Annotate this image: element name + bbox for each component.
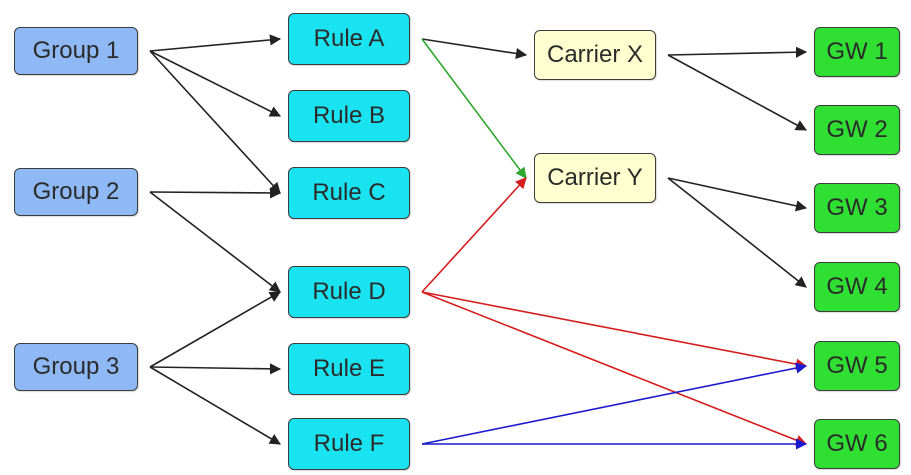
edge-carrierY-to-gw4 bbox=[667, 177, 807, 288]
edge-group2-to-ruleC bbox=[149, 187, 282, 199]
edge-group3-to-ruleF bbox=[149, 366, 281, 445]
node-gw-5[interactable]: GW 5 bbox=[814, 341, 900, 391]
edge-ruleA-to-carrierY bbox=[421, 38, 527, 179]
edge-group3-to-ruleD bbox=[149, 291, 281, 368]
node-rule-f[interactable]: Rule F bbox=[288, 418, 410, 470]
edge-group3-to-ruleE bbox=[149, 363, 282, 375]
edge-carrierY-to-gw3 bbox=[667, 177, 808, 212]
node-rule-e[interactable]: Rule E bbox=[288, 343, 410, 395]
node-group-1[interactable]: Group 1 bbox=[14, 27, 138, 75]
edge-group1-to-ruleA bbox=[149, 34, 282, 52]
node-gw-1[interactable]: GW 1 bbox=[814, 27, 900, 77]
edge-ruleD-to-carrierY bbox=[421, 177, 527, 293]
edge-ruleD-to-gw5 bbox=[421, 291, 808, 370]
edge-ruleA-to-carrierX bbox=[421, 38, 528, 60]
node-carrier-x[interactable]: Carrier X bbox=[534, 30, 656, 80]
node-gw-6[interactable]: GW 6 bbox=[814, 419, 900, 469]
node-carrier-y[interactable]: Carrier Y bbox=[534, 153, 656, 203]
node-rule-c[interactable]: Rule C bbox=[288, 167, 410, 219]
node-gw-2[interactable]: GW 2 bbox=[814, 105, 900, 155]
node-rule-a[interactable]: Rule A bbox=[288, 13, 410, 65]
node-gw-4[interactable]: GW 4 bbox=[814, 262, 900, 312]
edge-group2-to-ruleD bbox=[149, 191, 281, 293]
node-rule-d[interactable]: Rule D bbox=[288, 266, 410, 318]
node-gw-3[interactable]: GW 3 bbox=[814, 183, 900, 233]
edge-carrierX-to-gw1 bbox=[667, 46, 808, 58]
node-group-3[interactable]: Group 3 bbox=[14, 343, 138, 391]
edge-ruleF-to-gw5 bbox=[421, 362, 808, 445]
edge-group1-to-ruleC bbox=[149, 50, 281, 194]
edge-carrierX-to-gw2 bbox=[667, 54, 807, 131]
edge-ruleD-to-gw6 bbox=[421, 291, 808, 446]
node-rule-b[interactable]: Rule B bbox=[288, 90, 410, 142]
node-group-2[interactable]: Group 2 bbox=[14, 168, 138, 216]
edge-group1-to-ruleB bbox=[149, 50, 282, 117]
